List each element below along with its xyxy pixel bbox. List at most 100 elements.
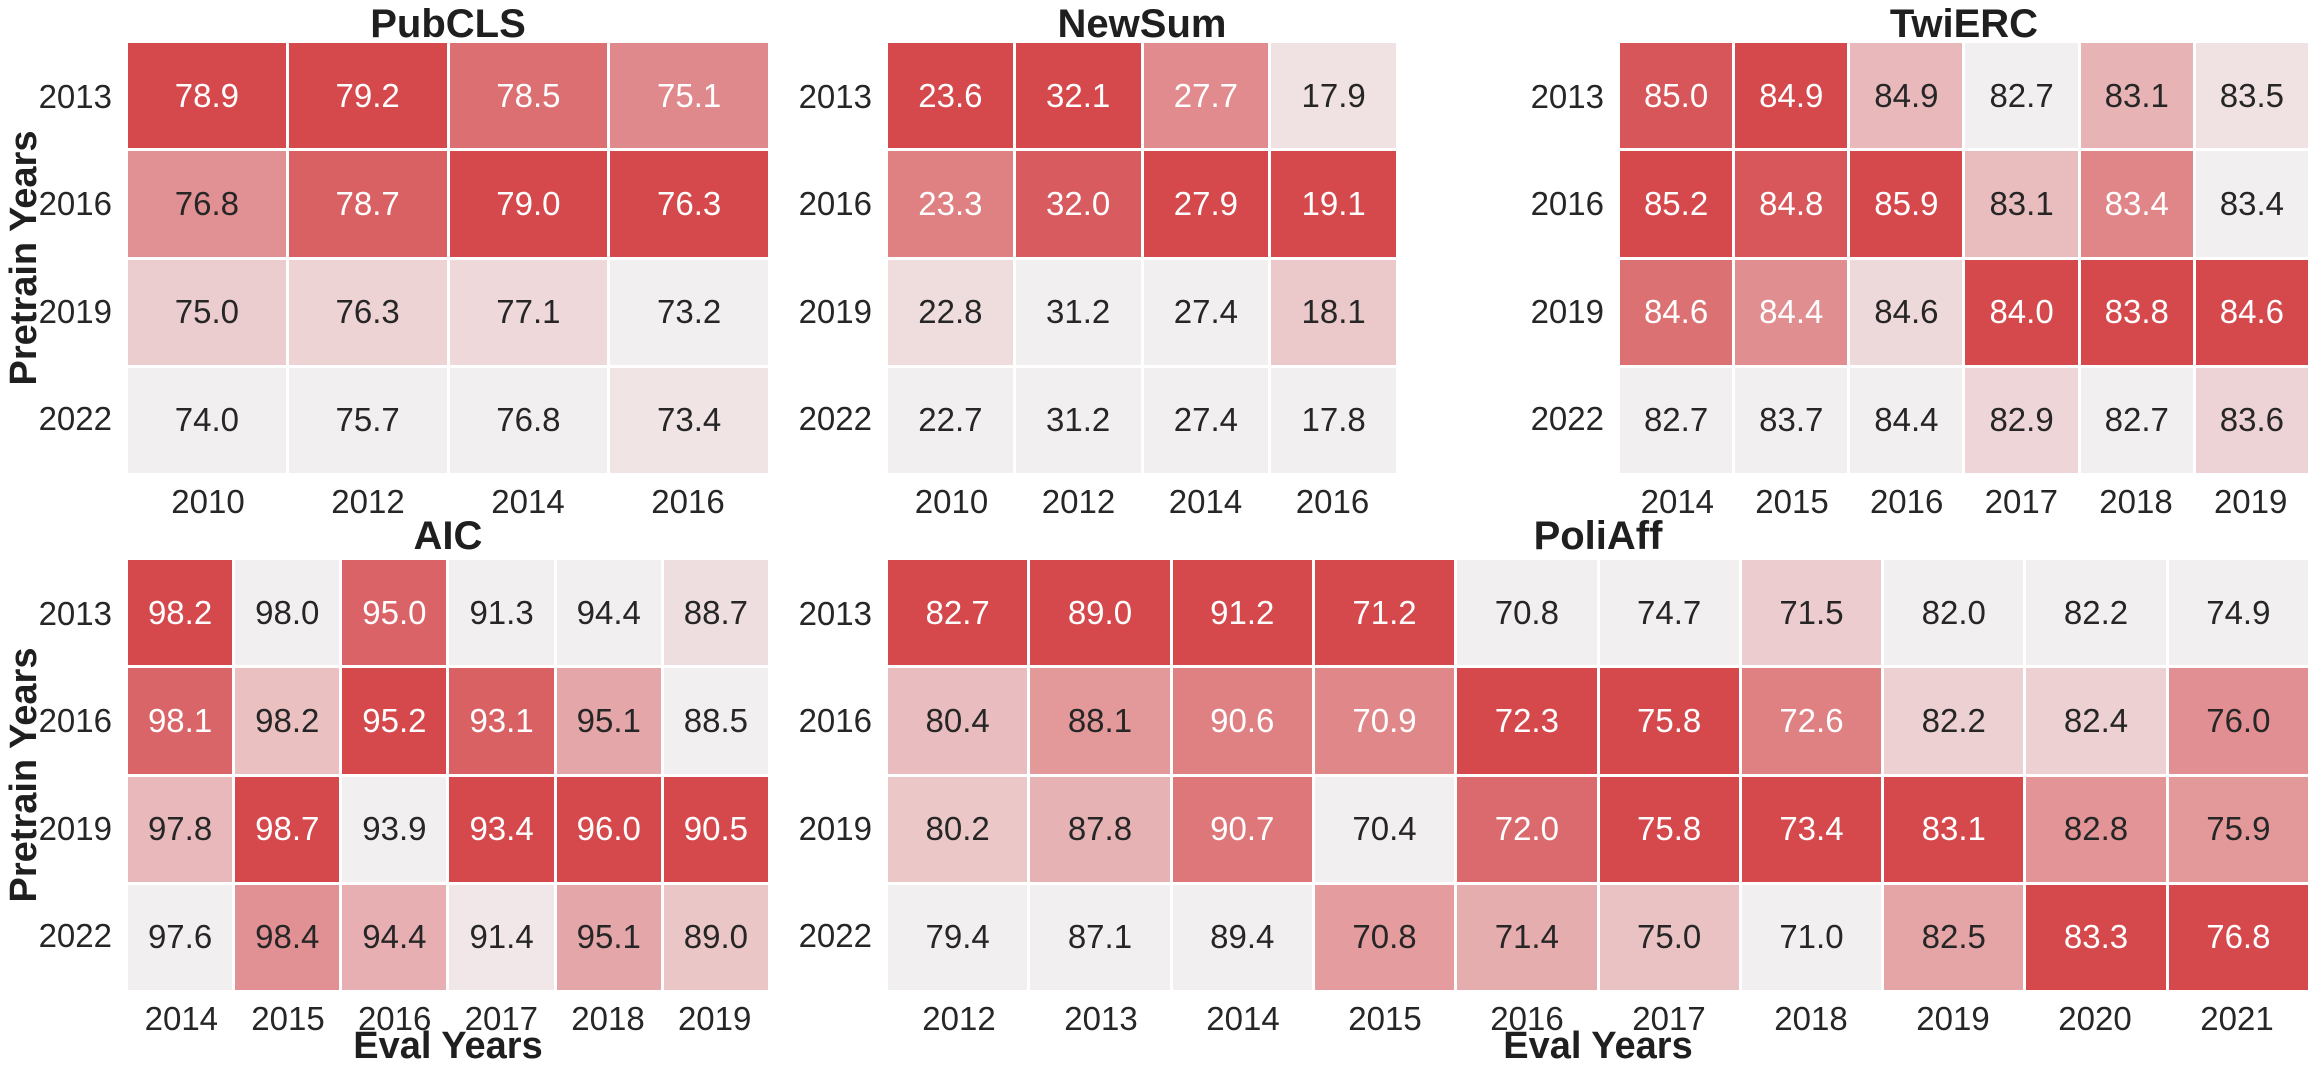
heatmap-cell: 82.2	[2026, 560, 2166, 666]
heatmap-cell: 78.5	[449, 43, 608, 149]
heatmap-cell: 79.4	[888, 884, 1028, 990]
col-tick-label: 2010	[171, 483, 245, 520]
heatmap-cell: 82.0	[1884, 560, 2024, 666]
heatmap-cell: 83.4	[2195, 151, 2308, 257]
heatmap-cell: 32.1	[1015, 43, 1141, 149]
heatmap-cell: 84.6	[1620, 259, 1733, 365]
heatmap-cell: 82.7	[1965, 43, 2078, 149]
heatmap-cell: 17.9	[1271, 43, 1396, 149]
heatmap-cell: 93.4	[449, 776, 554, 882]
col-tick-label: 2018	[1774, 1000, 1848, 1037]
col-tick-label: 2013	[1064, 1000, 1138, 1037]
row-tick-label: 2016	[798, 185, 872, 223]
heatmap-cell: 91.3	[449, 560, 554, 666]
heatmap-cell: 23.6	[888, 43, 1013, 149]
heatmap-cell: 23.3	[888, 151, 1013, 257]
heatmap-cell: 95.0	[342, 560, 447, 666]
row-tick-label: 2013	[38, 594, 112, 632]
row-tick-label: 2022	[38, 917, 112, 955]
col-tick-label: 2015	[251, 1000, 325, 1037]
heatmap-cell: 72.0	[1457, 776, 1597, 882]
heatmap-cell: 82.4	[2026, 668, 2166, 774]
heatmap-grid-aic: 98.2 98.0 95.0 91.3 94.4 88.7 98.1 98.2 95.2 93.1…	[128, 560, 768, 990]
heatmap-cell: 95.2	[342, 668, 447, 774]
heatmap-cell: 72.6	[1741, 668, 1882, 774]
heatmap-cell: 82.2	[1884, 668, 2024, 774]
heatmap-cell: 70.8	[1314, 884, 1455, 990]
heatmap-cell: 94.4	[342, 884, 447, 990]
col-tick-label: 2012	[922, 1000, 996, 1037]
panel-title-twierc: TwiERC	[1889, 2, 2039, 46]
heatmap-cell: 88.5	[663, 668, 768, 774]
heatmap-grid-pubcls: 78.9 79.2 78.5 75.1 76.8 78.7 79.0 76.3 75.0 76.3…	[128, 43, 768, 473]
heatmap-cell: 83.4	[2080, 151, 2193, 257]
heatmap-cell: 74.0	[128, 367, 286, 473]
heatmap-cell: 85.0	[1620, 43, 1733, 149]
col-tick-label: 2016	[1295, 483, 1370, 520]
row-tick-label: 2019	[1530, 292, 1604, 330]
heatmap-cell: 97.6	[128, 884, 233, 990]
heatmap-cell: 82.8	[2026, 776, 2166, 882]
panel-title-aic: AIC	[413, 514, 483, 558]
col-tick-label: 2012	[1041, 483, 1116, 520]
row-tick-label: 2016	[38, 702, 112, 740]
heatmap-cell: 76.8	[128, 151, 286, 257]
heatmap-cell: 17.8	[1271, 367, 1396, 473]
heatmap-cell: 83.6	[2195, 367, 2308, 473]
heatmap-cell: 85.2	[1620, 151, 1733, 257]
heatmap-cell: 22.8	[888, 259, 1013, 365]
row-tick-label: 2022	[38, 400, 112, 438]
heatmap-cell: 87.1	[1030, 884, 1170, 990]
col-tick-label: 2012	[331, 483, 405, 520]
heatmap-cell: 31.2	[1015, 367, 1141, 473]
col-tick-label: 2015	[1755, 483, 1829, 520]
col-tick-label: 2018	[571, 1000, 645, 1037]
heatmap-cell: 95.1	[556, 884, 661, 990]
heatmap-cell: 27.7	[1143, 43, 1269, 149]
heatmap-cell: 84.6	[1850, 259, 1963, 365]
heatmap-cell: 27.4	[1143, 367, 1269, 473]
heatmap-cell: 84.9	[1735, 43, 1848, 149]
row-tick-label: 2013	[1530, 77, 1604, 115]
heatmap-cell: 83.7	[1735, 367, 1848, 473]
heatmap-cell: 75.8	[1599, 776, 1739, 882]
heatmap-cell: 71.5	[1741, 560, 1882, 666]
col-tick-label: 2014	[144, 1000, 219, 1037]
heatmap-cell: 84.0	[1965, 259, 2078, 365]
heatmap-cell: 98.4	[235, 884, 340, 990]
col-tick-label: 2019	[2213, 483, 2288, 520]
heatmap-cell: 97.8	[128, 776, 233, 882]
heatmap-cell: 90.7	[1172, 776, 1312, 882]
heatmap-cell: 83.1	[2080, 43, 2193, 149]
heatmap-grid-newsum: 23.6 32.1 27.7 17.9 23.3 32.0 27.9 19.1 22.8 31.2…	[888, 43, 1396, 473]
heatmap-cell: 72.3	[1457, 668, 1597, 774]
heatmap-cell: 76.8	[449, 367, 608, 473]
col-tick-label: 2016	[651, 483, 725, 520]
row-tick-label: 2016	[798, 702, 872, 740]
heatmap-cell: 89.4	[1172, 884, 1312, 990]
heatmap-cell: 80.4	[888, 668, 1028, 774]
heatmap-cell: 84.4	[1735, 259, 1848, 365]
heatmap-cell: 82.7	[1620, 367, 1733, 473]
heatmap-cell: 82.7	[888, 560, 1028, 666]
row-tick-label: 2019	[38, 292, 112, 330]
row-tick-label: 2016	[1530, 185, 1604, 223]
heatmap-cell: 75.8	[1599, 668, 1739, 774]
row-tick-label: 2013	[798, 77, 872, 115]
heatmap-cell: 98.7	[235, 776, 340, 882]
heatmap-cell: 71.0	[1741, 884, 1882, 990]
panel-title-pubcls: PubCLS	[370, 2, 526, 46]
heatmap-cell: 98.2	[128, 560, 233, 666]
heatmap-cell: 75.7	[288, 367, 447, 473]
col-tick-label: 2010	[914, 483, 989, 520]
heatmap-cell: 89.0	[663, 884, 768, 990]
heatmap-cell: 75.0	[1599, 884, 1739, 990]
heatmap-cell: 87.8	[1030, 776, 1170, 882]
heatmap-cell: 74.9	[2168, 560, 2308, 666]
row-tick-label: 2019	[798, 292, 872, 330]
heatmap-cell: 77.1	[449, 259, 608, 365]
row-tick-label: 2022	[798, 400, 872, 438]
heatmap-cell: 76.3	[288, 259, 447, 365]
heatmap-grid-twierc: 85.0 84.9 84.9 82.7 83.1 83.5 85.2 84.8 85.9 83.1…	[1620, 43, 2308, 473]
col-tick-label: 2019	[677, 1000, 752, 1037]
